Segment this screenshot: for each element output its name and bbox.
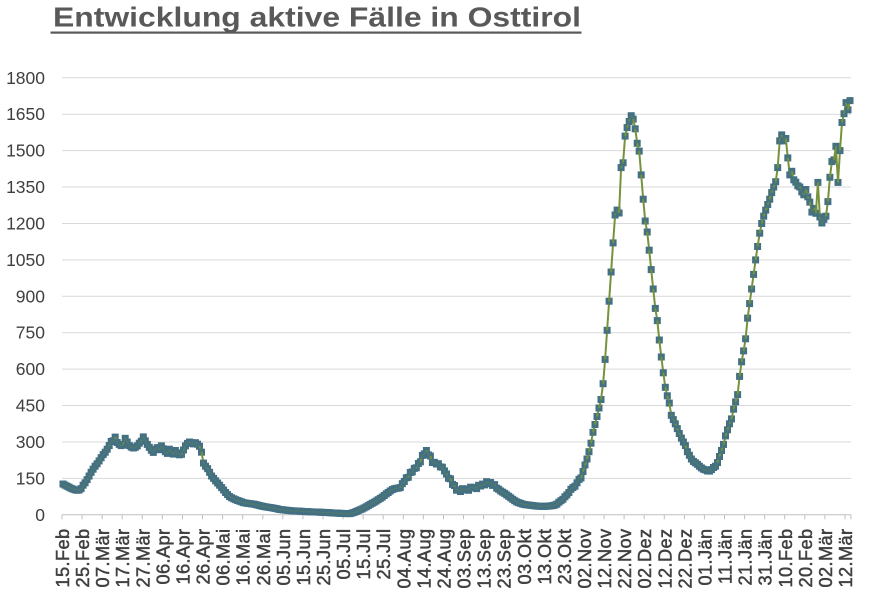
svg-text:15.Jun: 15.Jun (294, 529, 314, 586)
svg-text:25.Feb: 25.Feb (73, 529, 93, 588)
svg-text:26.Mai: 26.Mai (254, 529, 274, 586)
svg-text:1350: 1350 (6, 177, 45, 197)
svg-text:21.Jän: 21.Jän (736, 529, 756, 586)
svg-text:26.Apr: 26.Apr (194, 529, 214, 585)
svg-text:04.Aug: 04.Aug (394, 529, 414, 589)
svg-text:03.Okt: 03.Okt (515, 529, 535, 585)
svg-text:10.Feb: 10.Feb (776, 529, 796, 588)
svg-text:06.Mai: 06.Mai (214, 529, 234, 586)
svg-text:14.Aug: 14.Aug (414, 529, 434, 589)
svg-text:05.Jul: 05.Jul (334, 529, 354, 580)
svg-text:25.Jun: 25.Jun (314, 529, 334, 586)
svg-text:15.Feb: 15.Feb (53, 529, 73, 588)
svg-text:11.Jän: 11.Jän (716, 529, 736, 585)
svg-text:Entwicklung aktive Fälle in Os: Entwicklung aktive Fälle in Osttirol (53, 2, 581, 33)
svg-text:16.Apr: 16.Apr (174, 529, 194, 585)
svg-text:600: 600 (16, 359, 45, 379)
svg-text:12.Dez: 12.Dez (655, 529, 675, 589)
svg-text:03.Sep: 03.Sep (455, 529, 475, 589)
svg-text:15.Jul: 15.Jul (354, 529, 374, 580)
svg-text:25.Jul: 25.Jul (374, 529, 394, 580)
svg-text:450: 450 (16, 396, 45, 416)
svg-text:27.Mär: 27.Mär (133, 529, 153, 588)
svg-text:05.Jun: 05.Jun (274, 529, 294, 586)
svg-text:06.Apr: 06.Apr (153, 529, 173, 585)
svg-text:150: 150 (16, 468, 45, 488)
svg-text:01.Jän: 01.Jän (695, 529, 715, 586)
svg-text:02.Mär: 02.Mär (816, 529, 836, 588)
svg-text:0: 0 (35, 505, 45, 525)
svg-text:1200: 1200 (6, 214, 45, 234)
svg-text:24.Aug: 24.Aug (435, 529, 455, 589)
svg-text:22.Nov: 22.Nov (615, 528, 635, 589)
svg-text:07.Mär: 07.Mär (93, 529, 113, 588)
svg-text:02.Dez: 02.Dez (635, 529, 655, 589)
svg-text:1500: 1500 (6, 141, 45, 161)
svg-text:300: 300 (16, 432, 45, 452)
svg-text:20.Feb: 20.Feb (796, 529, 816, 588)
svg-text:13.Okt: 13.Okt (535, 529, 555, 585)
svg-text:12.Nov: 12.Nov (595, 528, 615, 589)
svg-text:1650: 1650 (6, 104, 45, 124)
svg-text:22.Dez: 22.Dez (675, 529, 695, 589)
svg-text:16.Mai: 16.Mai (234, 529, 254, 586)
svg-text:31.Jän: 31.Jän (756, 529, 776, 586)
svg-text:13.Sep: 13.Sep (475, 529, 495, 589)
svg-text:23.Sep: 23.Sep (495, 529, 515, 589)
svg-text:17.Mär: 17.Mär (113, 529, 133, 588)
svg-text:750: 750 (16, 323, 45, 343)
svg-text:12.Mär: 12.Mär (836, 529, 856, 588)
svg-text:02.Nov: 02.Nov (575, 528, 595, 589)
svg-text:23.Okt: 23.Okt (555, 529, 575, 585)
svg-text:900: 900 (16, 286, 45, 306)
svg-text:1800: 1800 (6, 68, 45, 88)
svg-text:1050: 1050 (6, 250, 45, 270)
